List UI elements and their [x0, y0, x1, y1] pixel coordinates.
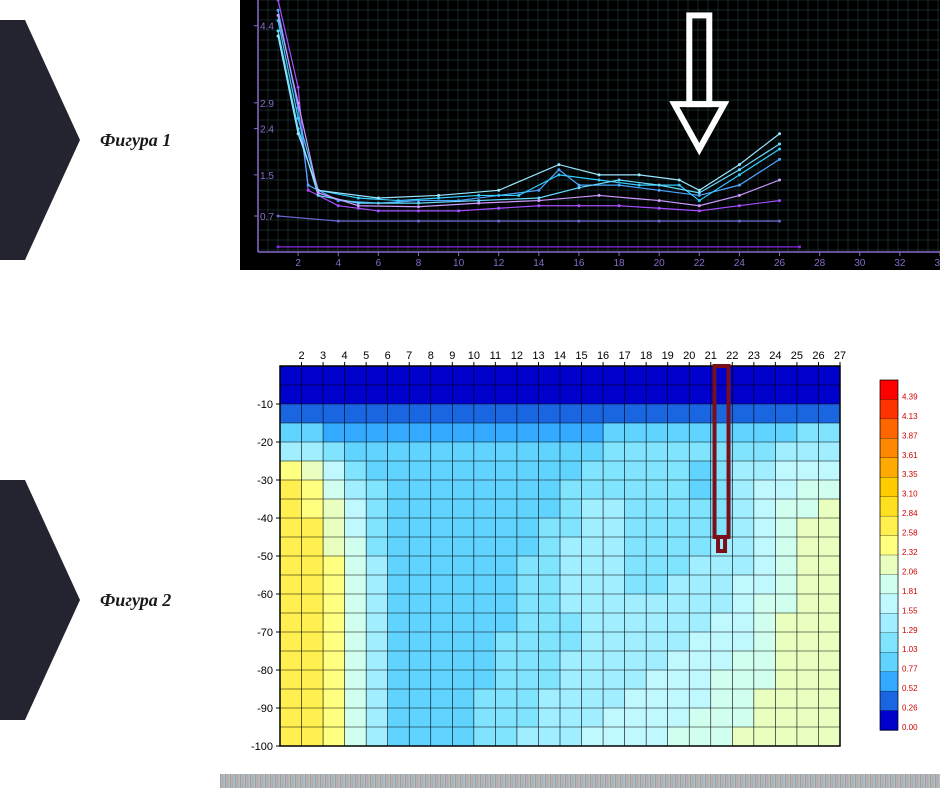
svg-text:21: 21 — [705, 350, 717, 362]
svg-text:7: 7 — [406, 350, 412, 362]
svg-text:-100: -100 — [251, 741, 273, 753]
svg-text:0.7: 0.7 — [260, 212, 274, 223]
svg-text:3.10: 3.10 — [902, 490, 918, 499]
svg-text:34: 34 — [934, 258, 940, 269]
chevron-decor-2 — [0, 480, 80, 720]
svg-text:17: 17 — [618, 350, 630, 362]
svg-text:-30: -30 — [257, 475, 273, 487]
svg-text:3: 3 — [320, 350, 326, 362]
figure-2-label: Фигура 2 — [100, 590, 171, 611]
svg-text:1.5: 1.5 — [260, 171, 274, 182]
svg-text:10: 10 — [468, 350, 480, 362]
svg-text:1.55: 1.55 — [902, 606, 918, 615]
svg-text:4: 4 — [335, 258, 341, 269]
svg-text:1.03: 1.03 — [902, 645, 918, 654]
svg-text:27: 27 — [834, 350, 846, 362]
contour-heatmap: 2345678910111213141516171819202122232425… — [240, 350, 940, 775]
svg-text:8: 8 — [428, 350, 434, 362]
svg-text:-70: -70 — [257, 627, 273, 639]
svg-text:2.06: 2.06 — [902, 567, 918, 576]
svg-text:14: 14 — [533, 258, 545, 269]
svg-text:-50: -50 — [257, 551, 273, 563]
svg-text:1.81: 1.81 — [902, 587, 918, 596]
svg-text:13: 13 — [532, 350, 544, 362]
svg-text:0.52: 0.52 — [902, 684, 918, 693]
svg-text:2.9: 2.9 — [260, 99, 274, 110]
svg-text:0.00: 0.00 — [902, 723, 918, 732]
svg-text:14: 14 — [554, 350, 566, 362]
svg-text:2.84: 2.84 — [902, 509, 918, 518]
svg-text:11: 11 — [490, 350, 501, 362]
svg-text:12: 12 — [493, 258, 505, 269]
svg-text:2.4: 2.4 — [260, 125, 274, 136]
svg-text:28: 28 — [814, 258, 826, 269]
svg-text:-90: -90 — [257, 703, 273, 715]
svg-text:9: 9 — [449, 350, 455, 362]
svg-text:5: 5 — [363, 350, 369, 362]
svg-text:19: 19 — [662, 350, 674, 362]
svg-text:4: 4 — [342, 350, 348, 362]
svg-text:22: 22 — [694, 258, 706, 269]
svg-text:-80: -80 — [257, 665, 273, 677]
figure-1-label: Фигура 1 — [100, 130, 171, 151]
svg-text:3.61: 3.61 — [902, 451, 918, 460]
svg-text:2.58: 2.58 — [902, 529, 918, 538]
svg-text:18: 18 — [640, 350, 652, 362]
svg-text:4.39: 4.39 — [902, 392, 918, 401]
svg-text:16: 16 — [597, 350, 609, 362]
svg-text:15: 15 — [575, 350, 587, 362]
decorative-strip — [220, 774, 940, 788]
svg-text:20: 20 — [683, 350, 695, 362]
svg-text:-60: -60 — [257, 589, 273, 601]
svg-text:18: 18 — [613, 258, 625, 269]
line-chart: 2468101214161820222426283032340.71.52.42… — [240, 0, 940, 275]
svg-text:26: 26 — [812, 350, 824, 362]
svg-text:12: 12 — [511, 350, 523, 362]
svg-text:2.32: 2.32 — [902, 548, 918, 557]
svg-text:2: 2 — [298, 350, 304, 362]
svg-text:-20: -20 — [257, 437, 273, 449]
svg-text:6: 6 — [385, 350, 391, 362]
svg-text:0.77: 0.77 — [902, 665, 918, 674]
chevron-decor-1 — [0, 20, 80, 260]
page: Фигура 1 Фигура 2 2468101214161820222426… — [0, 0, 940, 788]
svg-text:32: 32 — [894, 258, 906, 269]
svg-text:6: 6 — [376, 258, 382, 269]
svg-text:2: 2 — [295, 258, 301, 269]
svg-text:23: 23 — [748, 350, 760, 362]
svg-text:-10: -10 — [257, 399, 273, 411]
svg-text:3.35: 3.35 — [902, 470, 918, 479]
svg-text:-40: -40 — [257, 513, 273, 525]
svg-text:3.87: 3.87 — [902, 431, 918, 440]
svg-text:0.26: 0.26 — [902, 704, 918, 713]
svg-text:30: 30 — [854, 258, 866, 269]
svg-text:24: 24 — [769, 350, 781, 362]
svg-text:4.4: 4.4 — [260, 22, 274, 33]
svg-text:10: 10 — [453, 258, 465, 269]
svg-text:22: 22 — [726, 350, 738, 362]
svg-text:1.29: 1.29 — [902, 626, 918, 635]
svg-text:16: 16 — [573, 258, 585, 269]
svg-text:20: 20 — [654, 258, 666, 269]
svg-text:26: 26 — [774, 258, 786, 269]
svg-text:24: 24 — [734, 258, 746, 269]
svg-text:25: 25 — [791, 350, 803, 362]
svg-text:8: 8 — [416, 258, 422, 269]
svg-text:4.13: 4.13 — [902, 412, 918, 421]
